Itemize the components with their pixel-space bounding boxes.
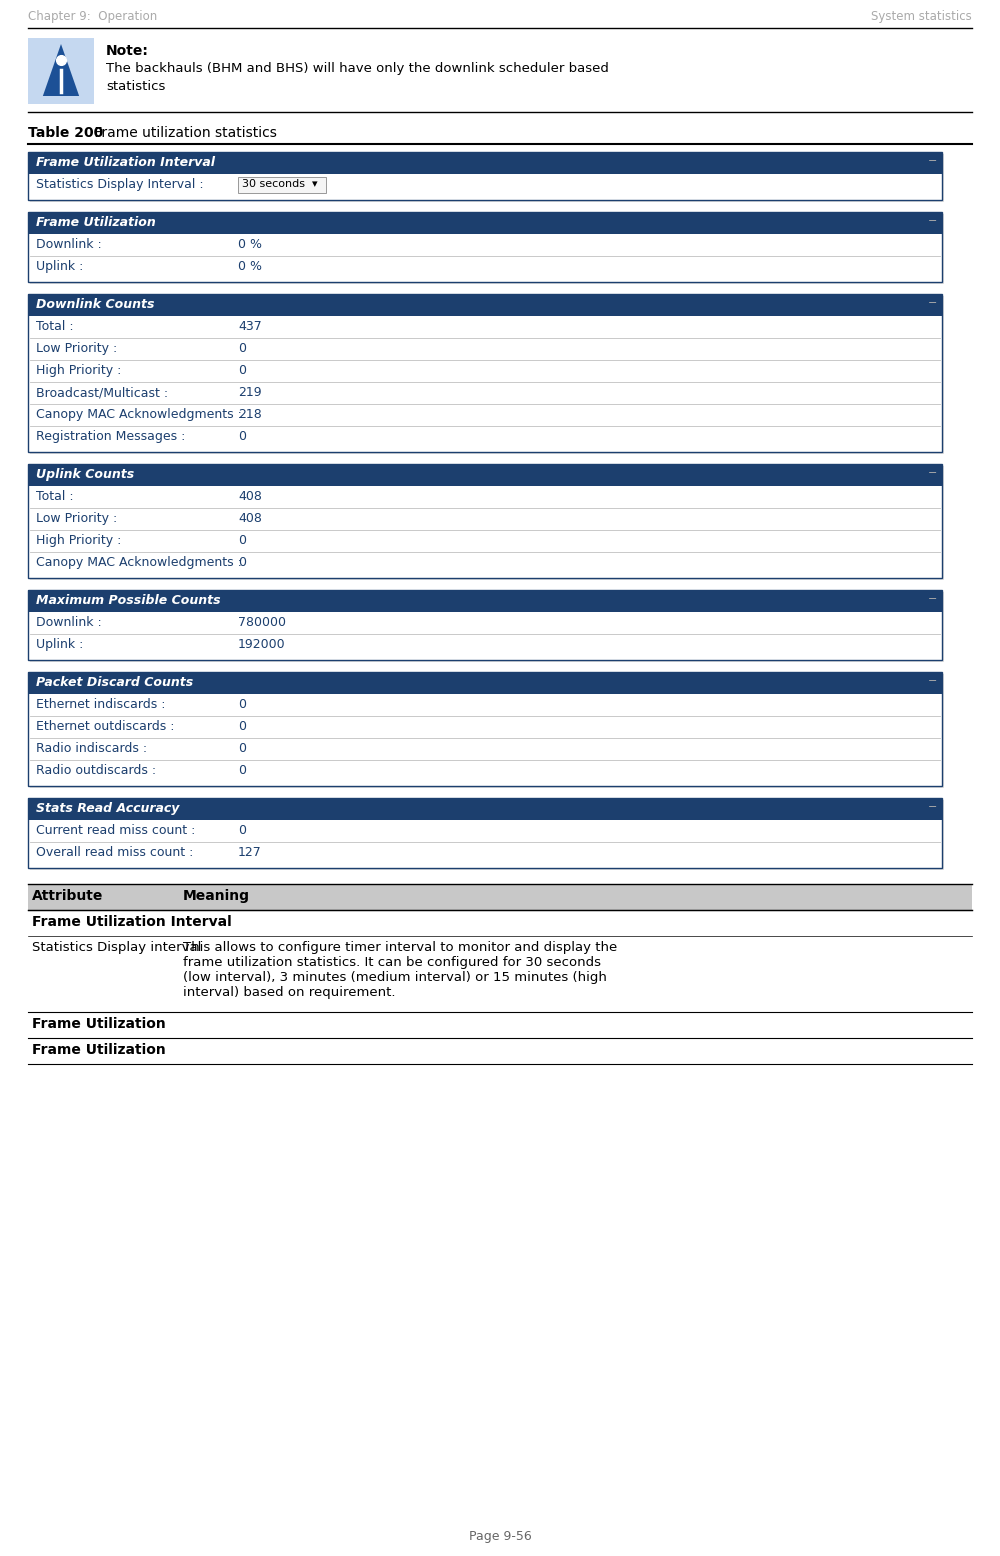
Text: Meaning: Meaning	[183, 888, 250, 902]
Text: Radio indiscards :: Radio indiscards :	[36, 742, 147, 755]
Bar	[30, 296, 944, 454]
Text: Ethernet indiscards :: Ethernet indiscards :	[36, 699, 166, 711]
Text: −: −	[928, 216, 937, 226]
Text: statistics: statistics	[106, 79, 165, 93]
Text: Canopy MAC Acknowledgments :: Canopy MAC Acknowledgments :	[36, 555, 242, 569]
Text: Current read miss count :: Current read miss count :	[36, 825, 195, 837]
Text: −: −	[928, 675, 937, 686]
Text: Canopy MAC Acknowledgments :: Canopy MAC Acknowledgments :	[36, 408, 242, 422]
Bar	[28, 590, 942, 612]
Text: Maximum Possible Counts: Maximum Possible Counts	[36, 594, 221, 607]
Text: Stats Read Accuracy: Stats Read Accuracy	[36, 801, 179, 815]
Text: Frame Utilization Interval: Frame Utilization Interval	[32, 915, 232, 929]
Bar	[28, 152, 942, 201]
Text: 0 %: 0 %	[238, 260, 262, 272]
Bar	[28, 37, 94, 104]
Bar	[30, 154, 944, 202]
Bar	[28, 672, 942, 786]
Bar	[30, 674, 944, 787]
Bar	[28, 294, 942, 451]
Text: Frame Utilization: Frame Utilization	[36, 216, 156, 229]
Text: 0: 0	[238, 764, 246, 776]
Text: Downlink :: Downlink :	[36, 616, 102, 629]
Text: Attribute: Attribute	[32, 888, 103, 902]
Text: Table 200: Table 200	[28, 126, 103, 140]
Bar	[28, 884, 972, 910]
Text: Uplink :: Uplink :	[36, 260, 83, 272]
Text: 0: 0	[238, 825, 246, 837]
Text: Downlink Counts: Downlink Counts	[36, 299, 154, 311]
Text: 218: 218	[238, 408, 262, 422]
Text: Statistics Display interval: Statistics Display interval	[32, 941, 201, 954]
Text: Radio outdiscards :: Radio outdiscards :	[36, 764, 156, 776]
Text: Statistics Display Interval :: Statistics Display Interval :	[36, 177, 204, 191]
Text: Ethernet outdiscards :: Ethernet outdiscards :	[36, 720, 175, 733]
Text: Total :: Total :	[36, 321, 74, 333]
Bar	[28, 37, 972, 112]
Text: 30 seconds  ▾: 30 seconds ▾	[242, 179, 318, 188]
Text: Uplink Counts: Uplink Counts	[36, 468, 134, 481]
Text: 0: 0	[238, 429, 246, 443]
Text: 0: 0	[238, 699, 246, 711]
Bar	[238, 177, 326, 193]
Text: System statistics: System statistics	[871, 9, 972, 23]
Text: 0 %: 0 %	[238, 238, 262, 251]
Bar	[28, 798, 942, 820]
Text: 192000: 192000	[238, 638, 286, 650]
Text: 127: 127	[238, 846, 262, 859]
Text: 437: 437	[238, 321, 262, 333]
Text: −: −	[928, 468, 937, 478]
Text: High Priority :: High Priority :	[36, 364, 121, 377]
Text: −: −	[928, 299, 937, 308]
Text: Broadcast/Multicast :: Broadcast/Multicast :	[36, 386, 168, 398]
Text: 0: 0	[238, 342, 246, 355]
Text: −: −	[928, 801, 937, 812]
Text: 0: 0	[238, 364, 246, 377]
Text: 219: 219	[238, 386, 262, 398]
Text: Frame Utilization Interval: Frame Utilization Interval	[36, 156, 215, 170]
Text: 0: 0	[238, 555, 246, 569]
Text: Overall read miss count :: Overall read miss count :	[36, 846, 193, 859]
Text: 0: 0	[238, 534, 246, 548]
Bar	[28, 798, 942, 868]
Text: −: −	[928, 594, 937, 604]
Text: −: −	[928, 156, 937, 166]
Text: 408: 408	[238, 490, 262, 503]
Bar	[28, 212, 942, 282]
Text: Frame Utilization: Frame Utilization	[32, 1018, 166, 1032]
Text: Downlink :: Downlink :	[36, 238, 102, 251]
Text: Registration Messages :: Registration Messages :	[36, 429, 185, 443]
Bar	[30, 215, 944, 285]
Text: This allows to configure timer interval to monitor and display the
frame utiliza: This allows to configure timer interval …	[183, 941, 617, 999]
Text: 780000: 780000	[238, 616, 286, 629]
Bar	[28, 590, 942, 660]
Bar	[28, 672, 942, 694]
Text: Chapter 9:  Operation: Chapter 9: Operation	[28, 9, 157, 23]
Bar	[28, 464, 942, 485]
Bar	[30, 465, 944, 580]
Polygon shape	[43, 44, 79, 96]
Text: Uplink :: Uplink :	[36, 638, 83, 650]
Bar	[28, 212, 942, 233]
Text: Frame utilization statistics: Frame utilization statistics	[90, 126, 277, 140]
Text: 408: 408	[238, 512, 262, 524]
Bar	[30, 591, 944, 661]
Text: 0: 0	[238, 742, 246, 755]
Bar	[28, 464, 942, 577]
Bar	[28, 152, 942, 174]
Text: Low Priority :: Low Priority :	[36, 512, 117, 524]
Text: Packet Discard Counts: Packet Discard Counts	[36, 675, 193, 689]
Text: Note:: Note:	[106, 44, 149, 58]
Text: Page 9-56: Page 9-56	[469, 1530, 531, 1544]
Text: Total :: Total :	[36, 490, 74, 503]
Text: The backhauls (BHM and BHS) will have only the downlink scheduler based: The backhauls (BHM and BHS) will have on…	[106, 62, 609, 75]
Bar	[30, 800, 944, 870]
Text: High Priority :: High Priority :	[36, 534, 121, 548]
Text: 0: 0	[238, 720, 246, 733]
Text: Frame Utilization: Frame Utilization	[32, 1043, 166, 1057]
Text: Low Priority :: Low Priority :	[36, 342, 117, 355]
Bar	[28, 294, 942, 316]
